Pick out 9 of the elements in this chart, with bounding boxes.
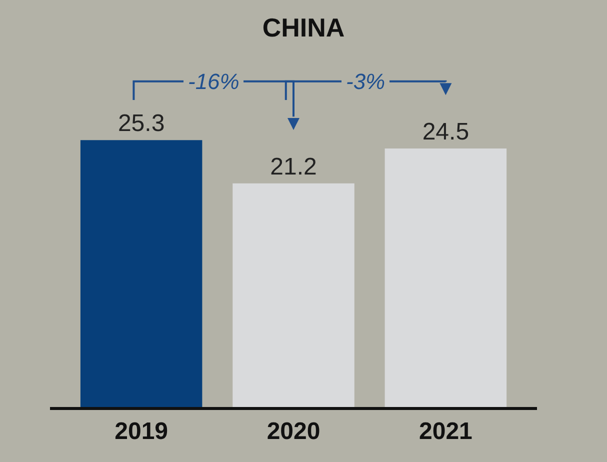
chart-title: CHINA: [262, 12, 345, 43]
data-label: 21.2: [270, 153, 317, 180]
x-tick-label: 2021: [418, 418, 472, 445]
x-tick-label: 2020: [266, 418, 320, 445]
text: -16%: [188, 69, 240, 94]
x-tick-label: 2019: [114, 418, 168, 445]
data-label: 25.3: [118, 110, 165, 138]
text: -3%: [346, 69, 386, 94]
data-label: 24.5: [422, 118, 470, 146]
